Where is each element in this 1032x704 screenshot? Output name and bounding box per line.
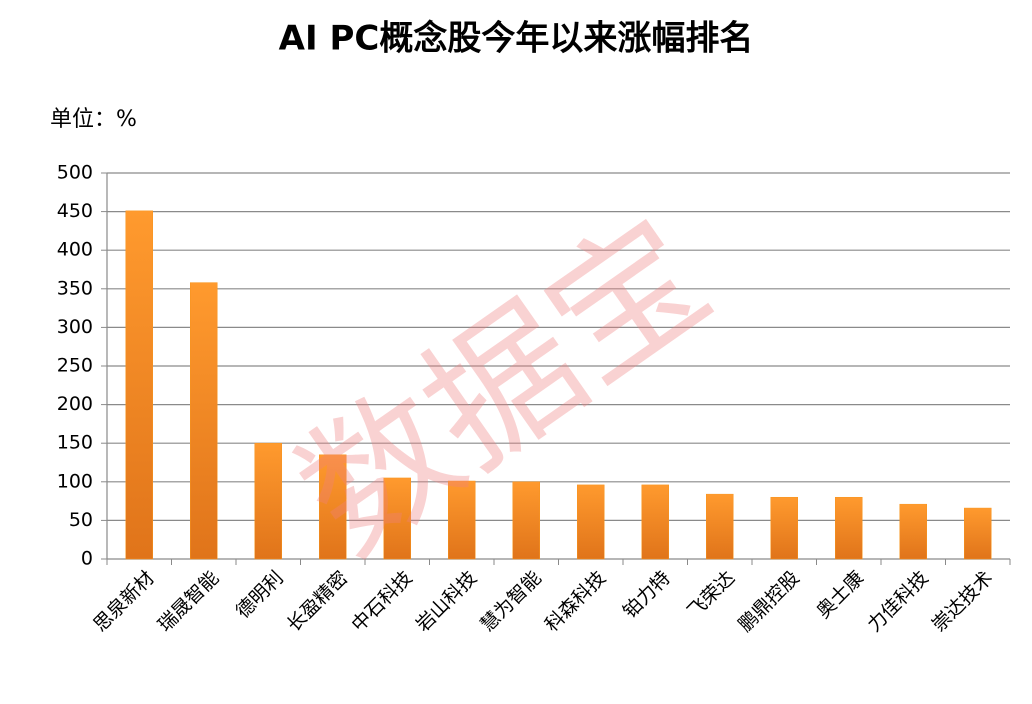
y-tick-label: 500 (57, 162, 93, 184)
chart-title: AI PC概念股今年以来涨幅排名 (279, 19, 754, 59)
bar (964, 507, 992, 560)
y-tick-label: 150 (57, 432, 93, 454)
y-tick-label: 300 (57, 316, 93, 338)
x-tick-label: 飞荣达 (683, 567, 739, 623)
bar (835, 496, 863, 560)
bar (899, 503, 927, 560)
bar (512, 481, 540, 560)
bar (448, 480, 476, 560)
y-tick-label: 50 (69, 509, 93, 531)
x-tick-label: 慧为智能 (476, 567, 545, 636)
x-tick-label: 瑞晟智能 (154, 567, 223, 636)
y-tick-label: 250 (57, 355, 93, 377)
x-tick-label: 奥士康 (812, 567, 868, 623)
x-tick-label: 力佳科技 (863, 567, 932, 636)
x-tick-label: 铂力特 (619, 567, 675, 623)
bar (125, 210, 153, 560)
y-tick-label: 450 (57, 200, 93, 222)
bar (319, 454, 347, 560)
bar (254, 442, 282, 560)
bar (577, 484, 605, 560)
y-tick-label: 200 (57, 393, 93, 415)
x-tick-label: 思泉新材 (89, 567, 158, 636)
x-tick-label: 德明利 (232, 567, 288, 623)
x-tick-label: 岩山科技 (412, 567, 481, 636)
y-tick-label: 100 (57, 470, 93, 492)
x-tick-label: 长盈精密 (283, 567, 352, 636)
unit-label: 单位：% (50, 107, 137, 132)
x-tick-label: 鹏鼎控股 (734, 567, 803, 636)
bar (641, 484, 669, 560)
y-tick-label: 400 (57, 239, 93, 261)
x-tick-label: 科森科技 (541, 567, 610, 636)
bar (190, 282, 218, 560)
bar (770, 496, 798, 560)
y-tick-label: 350 (57, 277, 93, 299)
bar (706, 493, 734, 560)
y-tick-label: 0 (81, 548, 93, 570)
x-tick-label: 崇达技术 (928, 567, 997, 636)
bar (383, 477, 411, 560)
